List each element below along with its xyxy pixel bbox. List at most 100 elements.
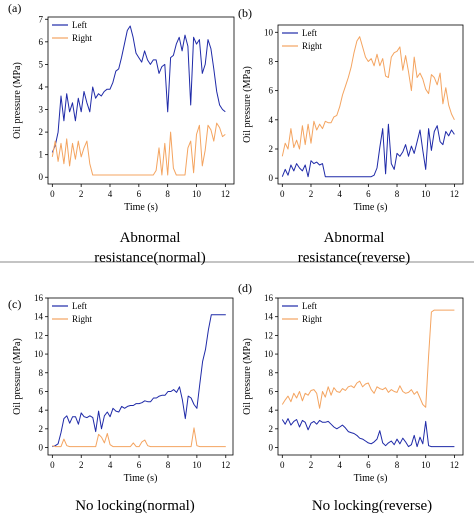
caption-line: Abnormal (120, 230, 181, 246)
y-tick-label: 4 (269, 115, 274, 125)
chart-panel-4: (d) 0 2 4 6 8 10 12 0 2 4 6 8 10 12 14 16 Time (s) Oil pre… (238, 281, 464, 514)
caption-line: resistance(reverse) (298, 250, 410, 266)
legend-label-left: Left (302, 28, 317, 38)
y-axis-label: Oil pressure (MPa) (242, 66, 253, 143)
x-axis-label: Time (s) (124, 202, 158, 213)
y-tick-label: 0 (269, 443, 274, 453)
y-tick-label: 12 (264, 330, 273, 340)
x-tick-label: 8 (395, 189, 400, 199)
x-tick-label: 6 (137, 460, 142, 470)
x-axis-label: Time (s) (124, 473, 158, 484)
y-tick-label: 16 (34, 293, 44, 303)
y-tick-label: 6 (269, 386, 274, 396)
y-tick-label: 0 (39, 172, 44, 182)
x-tick-label: 2 (79, 189, 84, 199)
panel-caption: No locking(reverse) (312, 498, 432, 514)
x-tick-label: 10 (421, 460, 431, 470)
caption-line: No locking(normal) (75, 498, 195, 514)
y-axis-label: Oil pressure (MPa) (12, 338, 23, 415)
x-tick-label: 0 (50, 189, 55, 199)
x-tick-label: 4 (108, 460, 113, 470)
y-tick-label: 4 (39, 405, 44, 415)
series-line-right (52, 427, 226, 448)
x-tick-label: 12 (221, 460, 230, 470)
y-axis-label: Oil pressure (MPa) (12, 62, 23, 139)
y-tick-label: 10 (34, 349, 44, 359)
y-tick-label: 7 (39, 14, 44, 24)
plot-frame (277, 297, 464, 456)
y-tick-label: 10 (264, 27, 274, 37)
series-line-right (281, 309, 455, 409)
chart-panel-3: (c) 0 2 4 6 8 10 12 0 2 4 6 8 10 12 14 16 Time (s) Oil pre… (8, 293, 234, 514)
y-tick-label: 2 (39, 127, 44, 137)
y-tick-label: 6 (39, 37, 44, 47)
panel-label: (a) (8, 1, 21, 15)
x-tick-label: 0 (280, 460, 285, 470)
series-line-right (281, 36, 455, 157)
x-tick-label: 2 (309, 189, 314, 199)
y-tick-label: 2 (269, 144, 274, 154)
y-tick-label: 0 (269, 173, 274, 183)
x-tick-label: 4 (337, 189, 342, 199)
panel-label: (d) (238, 281, 252, 295)
y-tick-label: 12 (34, 330, 43, 340)
x-tick-label: 0 (50, 460, 55, 470)
legend-label-left: Left (72, 301, 87, 311)
chart-panel-2: (b) 0 2 4 6 8 10 12 0 2 4 6 8 10 Time (s) Oil pressure … (238, 6, 464, 266)
x-tick-label: 12 (450, 189, 459, 199)
y-tick-label: 4 (39, 82, 44, 92)
y-axis-label: Oil pressure (MPa) (242, 338, 253, 415)
y-tick-label: 14 (264, 312, 274, 322)
y-tick-label: 2 (39, 424, 44, 434)
y-tick-label: 2 (269, 424, 274, 434)
panel-caption: Abnormal resistance(reverse) (298, 230, 410, 266)
x-tick-label: 2 (79, 460, 84, 470)
x-tick-label: 6 (366, 460, 371, 470)
series-line-left (281, 123, 455, 178)
x-axis-label: Time (s) (354, 202, 388, 213)
x-tick-label: 8 (166, 460, 171, 470)
y-tick-label: 10 (264, 349, 274, 359)
x-tick-label: 6 (366, 189, 371, 199)
x-tick-label: 8 (165, 189, 170, 199)
panel-caption: Abnormal resistance(normal) (94, 230, 206, 266)
x-tick-label: 10 (421, 189, 431, 199)
x-axis-label: Time (s) (354, 473, 388, 484)
panel-label: (b) (238, 6, 252, 20)
y-tick-label: 16 (264, 293, 274, 303)
series-line-left (51, 25, 226, 153)
panel-caption: No locking(normal) (75, 498, 195, 514)
y-tick-label: 0 (39, 443, 44, 453)
legend-label-right: Right (302, 314, 323, 324)
y-tick-label: 8 (39, 368, 44, 378)
x-tick-label: 4 (108, 189, 113, 199)
x-tick-label: 6 (137, 189, 142, 199)
y-tick-label: 1 (39, 150, 44, 160)
y-tick-label: 4 (269, 405, 274, 415)
y-tick-label: 6 (269, 86, 274, 96)
x-tick-label: 12 (221, 189, 230, 199)
y-tick-label: 8 (269, 368, 274, 378)
plot-frame (47, 16, 235, 185)
caption-line: Abnormal (324, 230, 385, 246)
series-line-left (281, 418, 455, 448)
y-tick-label: 6 (39, 386, 44, 396)
legend-label-left: Left (302, 301, 317, 311)
y-tick-label: 3 (39, 105, 44, 115)
x-tick-label: 2 (309, 460, 314, 470)
x-tick-label: 12 (450, 460, 459, 470)
x-tick-label: 0 (280, 189, 285, 199)
y-tick-label: 14 (34, 312, 44, 322)
plot-frame (277, 24, 464, 185)
x-tick-label: 8 (395, 460, 400, 470)
x-tick-label: 10 (192, 189, 202, 199)
series-line-right (51, 122, 226, 176)
legend-label-right: Right (72, 314, 93, 324)
panel-label: (c) (8, 297, 21, 311)
legend-label-left: Left (72, 20, 87, 30)
caption-line: resistance(normal) (94, 250, 206, 266)
caption-line: No locking(reverse) (312, 498, 432, 514)
